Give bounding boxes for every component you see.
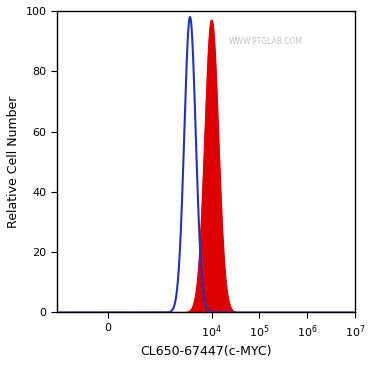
X-axis label: CL650-67447(c-MYC): CL650-67447(c-MYC) (140, 345, 272, 358)
Y-axis label: Relative Cell Number: Relative Cell Number (7, 96, 20, 228)
Text: WWW.PTGLAB.COM: WWW.PTGLAB.COM (228, 36, 302, 46)
